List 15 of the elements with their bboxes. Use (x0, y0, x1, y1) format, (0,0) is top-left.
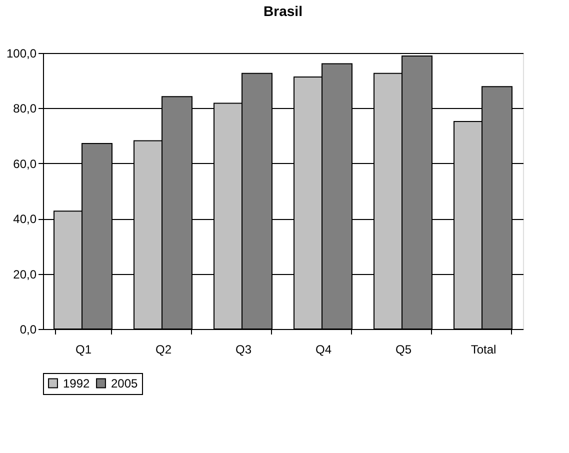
y-tick-label: 40,0 (13, 212, 37, 226)
y-tick-label: 0,0 (20, 322, 37, 336)
x-tick-label: Q1 (75, 342, 92, 356)
x-tick-label: Q4 (315, 342, 332, 356)
y-tick-label: 20,0 (13, 267, 37, 282)
y-tick-label: 80,0 (13, 102, 37, 116)
legend-label: 1992 (63, 376, 90, 390)
x-tick-label: Q5 (395, 342, 412, 356)
y-tick-label: 100,0 (6, 46, 37, 60)
chart-title: Brasil (264, 3, 302, 19)
x-tick-label: Total (470, 342, 496, 356)
x-tick-label: Q2 (155, 342, 172, 356)
y-tick-label: 60,0 (13, 156, 37, 171)
legend-label: 2005 (111, 376, 138, 390)
x-tick-label: Q3 (235, 342, 252, 356)
